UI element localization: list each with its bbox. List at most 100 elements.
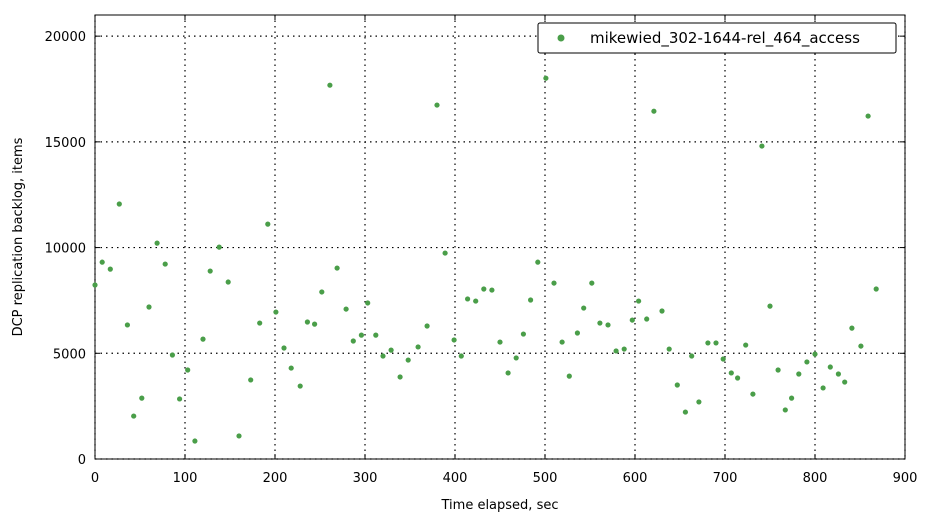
legend-label: mikewied_302-1644-rel_464_access [590, 29, 860, 48]
y-tick-label: 0 [78, 453, 86, 468]
point [327, 82, 333, 88]
point [216, 244, 222, 250]
y-axis-label: DCP replication backlog, items [11, 137, 26, 336]
point [775, 367, 781, 373]
y-tick-label: 20000 [45, 30, 86, 45]
point [225, 279, 231, 285]
x-tick-label: 200 [263, 471, 288, 486]
point [743, 342, 749, 348]
point [99, 259, 105, 265]
point [319, 289, 325, 295]
point [559, 339, 565, 345]
point [597, 320, 603, 326]
point [827, 364, 833, 370]
point [520, 331, 527, 337]
point [373, 332, 379, 338]
point [720, 356, 726, 362]
point [380, 353, 386, 359]
point [528, 297, 534, 303]
x-tick-label: 500 [533, 471, 558, 486]
point [405, 357, 411, 363]
point [124, 322, 130, 328]
x-tick-label: 800 [803, 471, 828, 486]
point [177, 396, 183, 402]
y-tick-label: 10000 [45, 242, 86, 257]
point [759, 143, 765, 149]
point [465, 296, 471, 302]
point [644, 316, 650, 322]
x-tick-label: 900 [893, 471, 918, 486]
point [713, 340, 719, 346]
point [849, 325, 855, 331]
point [497, 339, 503, 345]
point [116, 201, 122, 207]
point [192, 438, 198, 444]
y-tick-label: 15000 [45, 136, 86, 151]
point [424, 323, 430, 329]
point [873, 286, 879, 292]
point [543, 75, 549, 81]
point [574, 330, 581, 336]
point [131, 413, 137, 419]
legend-box [537, 22, 897, 54]
point [236, 433, 242, 439]
point [200, 336, 206, 342]
point [659, 308, 665, 314]
point [288, 365, 294, 371]
x-tick-label: 400 [443, 471, 468, 486]
point [835, 371, 842, 377]
point [513, 355, 519, 361]
point [334, 265, 340, 271]
point [535, 259, 541, 265]
point [696, 399, 702, 405]
point [804, 359, 810, 365]
point [343, 306, 349, 312]
point [273, 309, 279, 315]
plot-frame [94, 14, 906, 460]
point [442, 250, 448, 256]
point [666, 346, 672, 352]
point [621, 346, 627, 352]
point [248, 377, 254, 383]
point [388, 347, 394, 353]
y-tick-label: 5000 [53, 347, 86, 362]
point [629, 317, 635, 323]
point [397, 374, 403, 380]
point [350, 338, 356, 344]
point [312, 321, 318, 327]
x-axis-label: Time elapsed, sec [441, 498, 559, 513]
point [434, 102, 440, 108]
x-tick-label: 600 [623, 471, 648, 486]
point [782, 407, 788, 413]
point [682, 409, 689, 415]
point [265, 221, 271, 227]
point [489, 287, 495, 293]
point [185, 367, 191, 373]
point [415, 344, 421, 350]
point [207, 268, 213, 274]
point [297, 383, 303, 389]
point [451, 337, 457, 343]
point [107, 266, 113, 272]
x-tick-label: 700 [713, 471, 738, 486]
point [154, 240, 160, 246]
x-tick-label: 100 [173, 471, 198, 486]
point [281, 345, 287, 351]
point [674, 382, 680, 388]
point [365, 300, 371, 306]
point [750, 391, 756, 397]
point [304, 319, 310, 325]
legend-marker [557, 34, 565, 42]
point [481, 286, 487, 292]
point [789, 395, 795, 401]
point [589, 280, 595, 286]
point [796, 371, 802, 377]
point [162, 261, 168, 267]
point [767, 303, 773, 309]
point [842, 379, 848, 385]
point [728, 370, 734, 376]
point [358, 332, 364, 338]
legend: mikewied_302-1644-rel_464_access [537, 22, 897, 54]
point [705, 340, 711, 346]
